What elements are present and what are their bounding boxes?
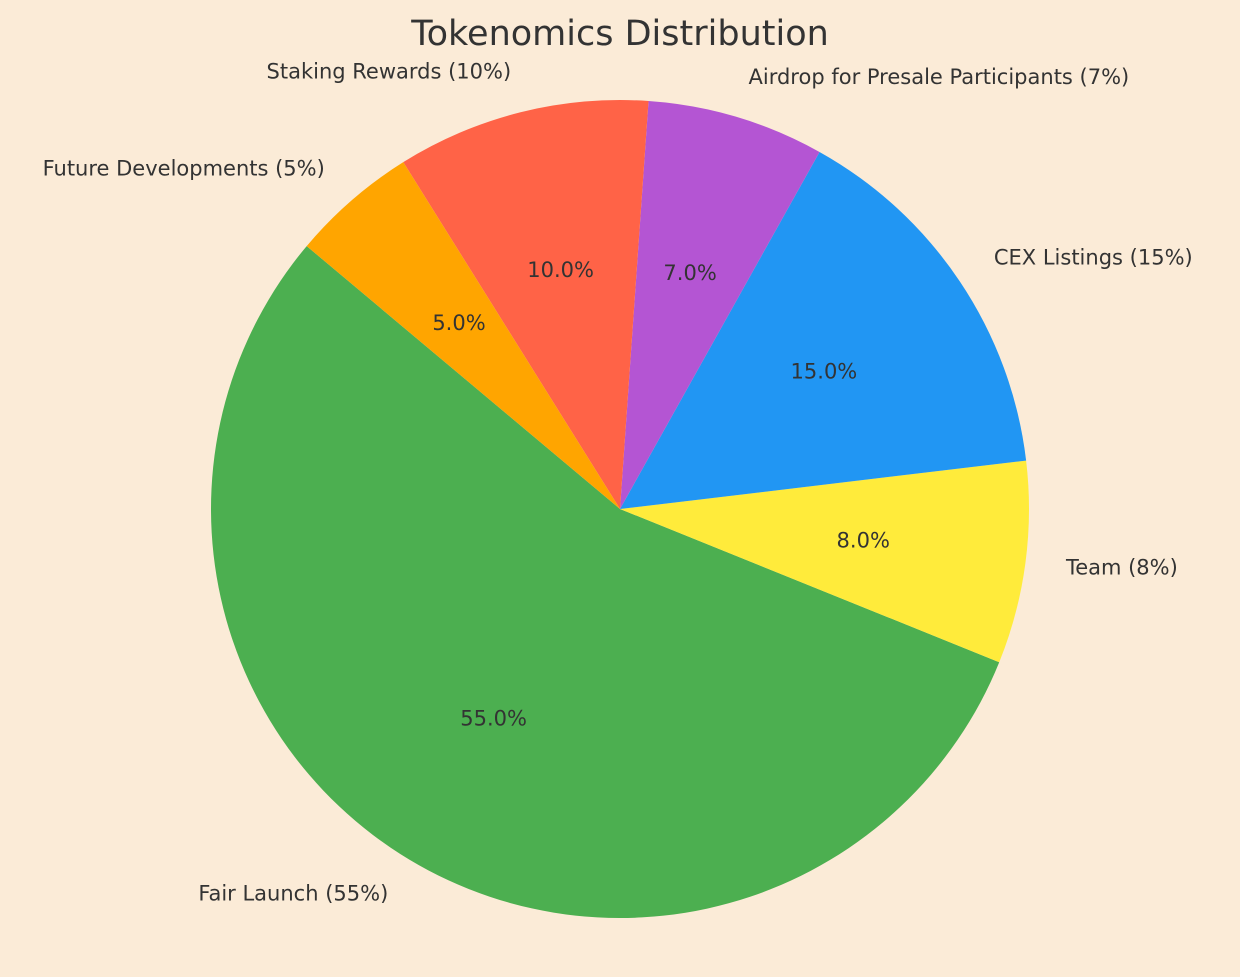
- slice-label-cex-listings: CEX Listings (15%): [994, 246, 1193, 270]
- slice-label-team: Team (8%): [1065, 556, 1178, 580]
- pct-label-fair-launch: 55.0%: [460, 706, 527, 730]
- slice-label-airdrop-for-presale-participants: Airdrop for Presale Participants (7%): [749, 65, 1130, 89]
- pie-slice-staking-rewards: [403, 100, 649, 509]
- pct-label-airdrop-for-presale-participants: 7.0%: [663, 261, 716, 285]
- pie-slice-team: [620, 460, 1029, 663]
- pct-label-cex-listings: 15.0%: [791, 359, 858, 383]
- pie-slices: [210, 100, 1029, 919]
- pct-label-future-developments: 5.0%: [432, 311, 485, 335]
- percentage-labels: 55.0% 8.0% 15.0% 7.0% 10.0% 5.0%: [432, 258, 890, 730]
- slice-label-staking-rewards: Staking Rewards (10%): [267, 59, 512, 83]
- slice-label-fair-launch: Fair Launch (55%): [198, 882, 388, 906]
- slice-labels: Fair Launch (55%) Team (8%) CEX Listings (…: [43, 59, 1193, 905]
- pie-slice-airdrop-for-presale-participants: [620, 101, 820, 509]
- pct-label-team: 8.0%: [837, 528, 890, 552]
- pie-slice-cex-listings: [620, 151, 1027, 509]
- slice-label-future-developments: Future Developments (5%): [43, 156, 325, 180]
- pie-slice-future-developments: [306, 162, 620, 509]
- pie-slice-fair-launch: [210, 246, 1000, 919]
- pct-label-staking-rewards: 10.0%: [527, 258, 594, 282]
- chart-title: Tokenomics Distribution: [410, 14, 829, 54]
